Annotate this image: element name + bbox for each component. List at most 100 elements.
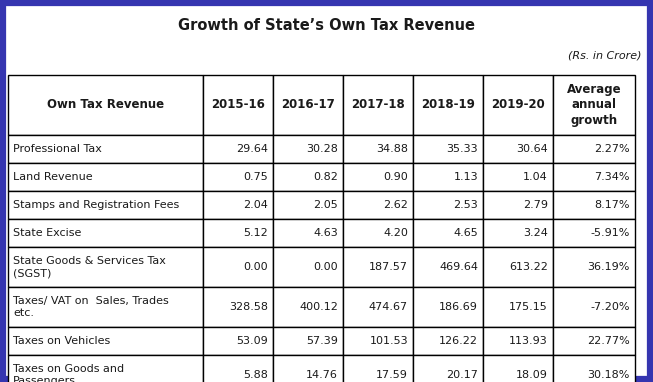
Text: Land Revenue: Land Revenue	[13, 172, 93, 182]
Text: 328.58: 328.58	[229, 302, 268, 312]
Text: 14.76: 14.76	[306, 370, 338, 380]
Text: 0.82: 0.82	[313, 172, 338, 182]
Text: 0.00: 0.00	[313, 262, 338, 272]
Text: State Goods & Services Tax
(SGST): State Goods & Services Tax (SGST)	[13, 256, 166, 278]
Bar	[203, 287, 273, 327]
Text: 613.22: 613.22	[509, 262, 548, 272]
Bar	[273, 135, 343, 163]
Text: 7.34%: 7.34%	[594, 172, 630, 182]
Text: 2.05: 2.05	[313, 200, 338, 210]
Bar	[553, 219, 635, 247]
Text: -5.91%: -5.91%	[590, 228, 630, 238]
Text: 17.59: 17.59	[376, 370, 408, 380]
Text: 474.67: 474.67	[369, 302, 408, 312]
Bar	[343, 327, 413, 355]
Bar	[553, 247, 635, 287]
Bar	[413, 163, 483, 191]
Bar	[343, 219, 413, 247]
Bar	[343, 191, 413, 219]
Text: 22.77%: 22.77%	[587, 336, 630, 346]
Text: Professional Tax: Professional Tax	[13, 144, 102, 154]
Bar	[8, 355, 203, 382]
Bar	[343, 163, 413, 191]
Bar	[8, 327, 203, 355]
Bar	[483, 219, 553, 247]
Bar	[413, 191, 483, 219]
Text: 29.64: 29.64	[236, 144, 268, 154]
Bar	[483, 247, 553, 287]
Text: Stamps and Registration Fees: Stamps and Registration Fees	[13, 200, 180, 210]
Text: 2017-18: 2017-18	[351, 99, 405, 112]
Bar	[413, 355, 483, 382]
Bar	[8, 287, 203, 327]
Text: 2018-19: 2018-19	[421, 99, 475, 112]
Bar	[483, 163, 553, 191]
Bar	[483, 355, 553, 382]
Text: 30.28: 30.28	[306, 144, 338, 154]
Text: 101.53: 101.53	[370, 336, 408, 346]
Text: 8.17%: 8.17%	[594, 200, 630, 210]
Text: 5.12: 5.12	[244, 228, 268, 238]
Bar	[343, 135, 413, 163]
Bar	[8, 247, 203, 287]
Bar	[8, 163, 203, 191]
Text: 113.93: 113.93	[509, 336, 548, 346]
Text: 2015-16: 2015-16	[211, 99, 265, 112]
Bar	[553, 163, 635, 191]
Text: 0.90: 0.90	[383, 172, 408, 182]
Bar	[273, 163, 343, 191]
Text: 4.20: 4.20	[383, 228, 408, 238]
Bar	[8, 191, 203, 219]
Bar	[413, 247, 483, 287]
Bar	[343, 247, 413, 287]
Text: 2.27%: 2.27%	[594, 144, 630, 154]
Bar	[483, 191, 553, 219]
Bar	[483, 75, 553, 135]
Bar	[483, 287, 553, 327]
Text: 1.13: 1.13	[453, 172, 478, 182]
Text: 53.09: 53.09	[236, 336, 268, 346]
Text: 30.64: 30.64	[517, 144, 548, 154]
Text: Taxes/ VAT on  Sales, Trades
etc.: Taxes/ VAT on Sales, Trades etc.	[13, 296, 168, 318]
Text: 0.75: 0.75	[244, 172, 268, 182]
Text: Growth of State’s Own Tax Revenue: Growth of State’s Own Tax Revenue	[178, 18, 475, 33]
Text: (Rs. in Crore): (Rs. in Crore)	[567, 50, 641, 60]
Bar	[413, 327, 483, 355]
Bar	[343, 75, 413, 135]
Text: 20.17: 20.17	[446, 370, 478, 380]
Text: 57.39: 57.39	[306, 336, 338, 346]
Text: 1.04: 1.04	[523, 172, 548, 182]
Bar	[273, 75, 343, 135]
Text: 35.33: 35.33	[447, 144, 478, 154]
Text: 34.88: 34.88	[376, 144, 408, 154]
Bar	[273, 355, 343, 382]
Text: 4.63: 4.63	[313, 228, 338, 238]
Text: 2.04: 2.04	[243, 200, 268, 210]
Bar	[343, 355, 413, 382]
Bar	[553, 327, 635, 355]
Text: 5.88: 5.88	[243, 370, 268, 380]
Text: 2.53: 2.53	[453, 200, 478, 210]
Bar	[203, 219, 273, 247]
Bar	[273, 219, 343, 247]
Bar	[553, 287, 635, 327]
Text: Taxes on Vehicles: Taxes on Vehicles	[13, 336, 110, 346]
Bar	[8, 75, 203, 135]
Text: 0.00: 0.00	[244, 262, 268, 272]
Text: 186.69: 186.69	[439, 302, 478, 312]
Bar	[413, 75, 483, 135]
Text: 400.12: 400.12	[299, 302, 338, 312]
Text: 3.24: 3.24	[523, 228, 548, 238]
Text: 2.79: 2.79	[523, 200, 548, 210]
Bar	[273, 287, 343, 327]
Bar	[8, 219, 203, 247]
Text: Average
annual
growth: Average annual growth	[567, 83, 621, 127]
Bar	[203, 163, 273, 191]
Text: 30.18%: 30.18%	[588, 370, 630, 380]
Bar	[483, 327, 553, 355]
Text: State Excise: State Excise	[13, 228, 82, 238]
Bar	[273, 191, 343, 219]
Text: 4.65: 4.65	[453, 228, 478, 238]
Text: 126.22: 126.22	[439, 336, 478, 346]
Text: 18.09: 18.09	[516, 370, 548, 380]
